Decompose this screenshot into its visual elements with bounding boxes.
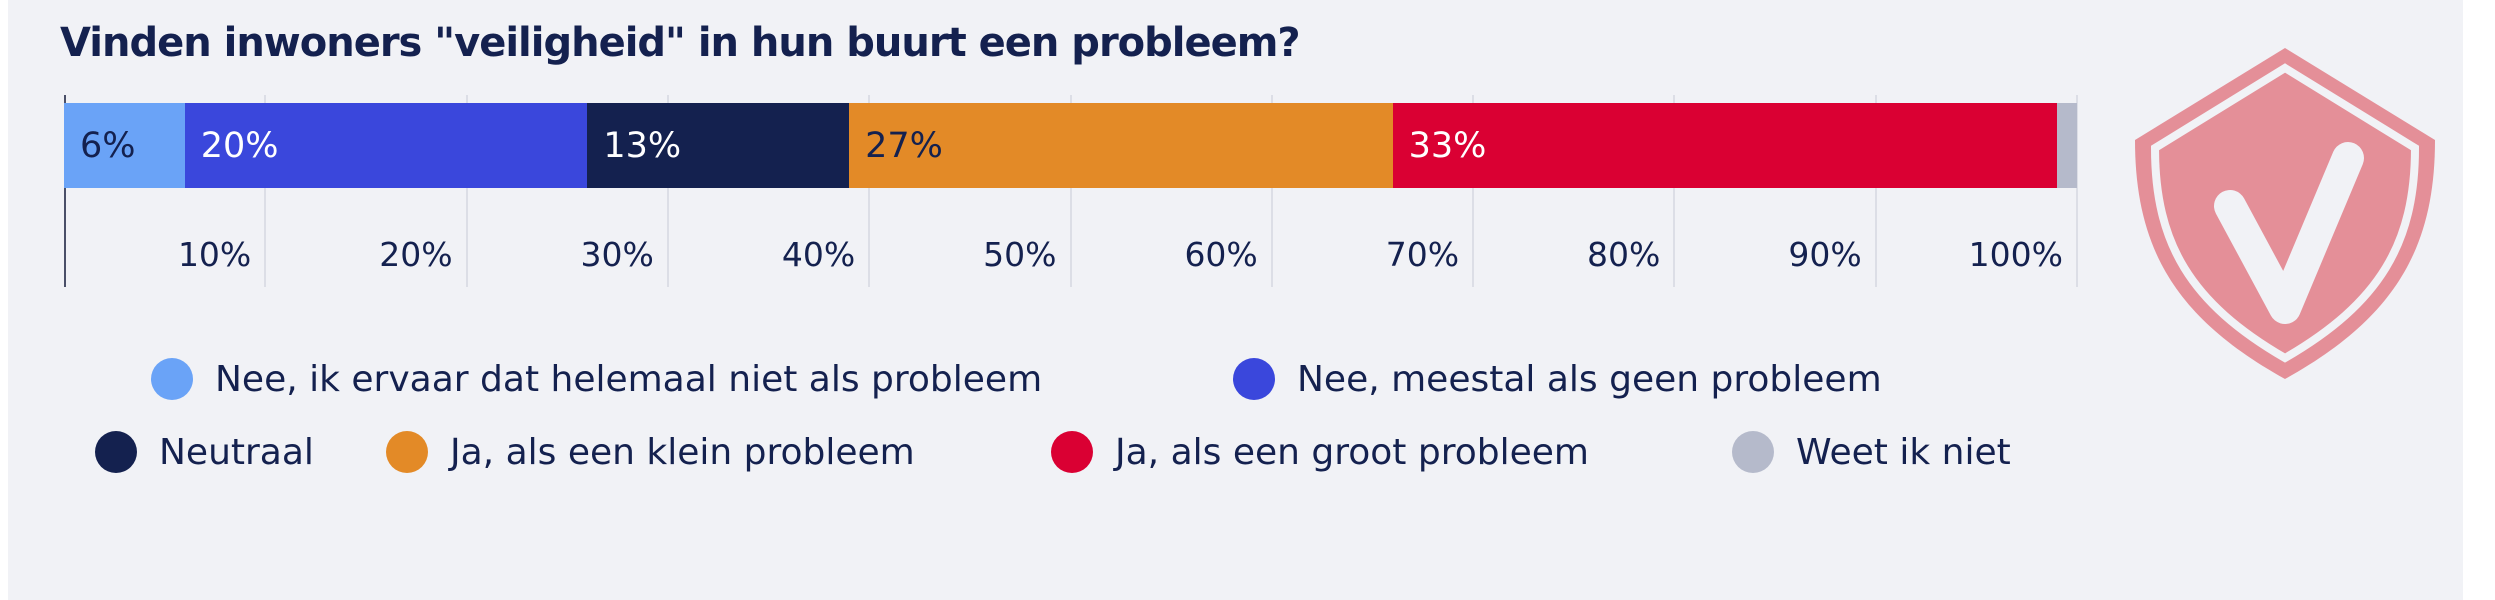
gridline	[465, 95, 468, 287]
legend-item: Weet ik niet	[1732, 431, 2011, 473]
legend-item: Nee, ik ervaar dat helemaal niet als pro…	[151, 358, 1042, 400]
legend-label: Ja, als een klein probleem	[450, 431, 915, 473]
chart-card: Vinden inwoners "veiligheid" in hun buur…	[8, 0, 2463, 600]
legend-swatch	[1233, 358, 1275, 400]
x-tick-label: 50%	[983, 235, 1057, 274]
gridline	[868, 95, 871, 287]
shield-check-icon	[2135, 48, 2435, 379]
legend-swatch	[1732, 431, 1774, 473]
data-label: 6%	[80, 125, 136, 166]
bar-segment: 6%	[64, 103, 185, 188]
gridline	[1472, 95, 1475, 287]
gridline	[1069, 95, 1072, 287]
legend-label: Neutraal	[159, 431, 314, 473]
data-label: 13%	[603, 125, 682, 166]
legend-item: Ja, als een groot probleem	[1051, 431, 1589, 473]
x-tick-label: 100%	[1968, 235, 2063, 274]
legend-swatch	[1051, 431, 1093, 473]
legend-label: Ja, als een groot probleem	[1115, 431, 1589, 473]
x-tick-label: 40%	[781, 235, 856, 274]
x-tick-label: 20%	[379, 235, 453, 274]
gridline	[264, 95, 267, 287]
x-tick-label: 30%	[580, 235, 654, 274]
legend-swatch	[386, 431, 428, 473]
legend-label: Nee, ik ervaar dat helemaal niet als pro…	[215, 358, 1043, 400]
legend-item: Neutraal	[95, 431, 314, 473]
bar-segment: 27%	[849, 103, 1393, 188]
legend-swatch	[151, 358, 193, 400]
bar-segment: 33%	[1392, 103, 2057, 188]
legend-item: Ja, als een klein probleem	[386, 431, 915, 473]
data-label: 27%	[865, 125, 943, 166]
chart-title: Vinden inwoners "veiligheid" in hun buur…	[60, 20, 1301, 66]
data-label: 20%	[200, 125, 279, 166]
y-axis-line	[64, 95, 66, 287]
x-tick-label: 60%	[1184, 235, 1258, 274]
gridline	[666, 95, 669, 287]
bar-segment: 13%	[587, 103, 850, 188]
legend-label: Nee, meestal als geen probleem	[1297, 358, 1882, 400]
legend-swatch	[95, 431, 137, 473]
data-label: 33%	[1408, 125, 1487, 166]
x-tick-label: 70%	[1385, 235, 1460, 274]
x-tick-label: 10%	[177, 235, 252, 274]
bar-segment: 20%	[184, 103, 588, 188]
gridline	[2076, 95, 2078, 287]
bar-segment	[2056, 103, 2077, 188]
gridline	[1874, 95, 1877, 287]
legend-label: Weet ik niet	[1796, 431, 2011, 473]
gridline	[1673, 95, 1676, 287]
x-tick-label: 90%	[1788, 235, 1862, 274]
plot-area: 10% 20% 30% 40% 50% 60% 70% 80% 90% 100% 6% 20% 13% 2…	[64, 95, 2078, 287]
gridline	[1270, 95, 1273, 287]
x-tick-label: 80%	[1587, 235, 1661, 274]
legend-item: Nee, meestal als geen probleem	[1233, 358, 1882, 400]
